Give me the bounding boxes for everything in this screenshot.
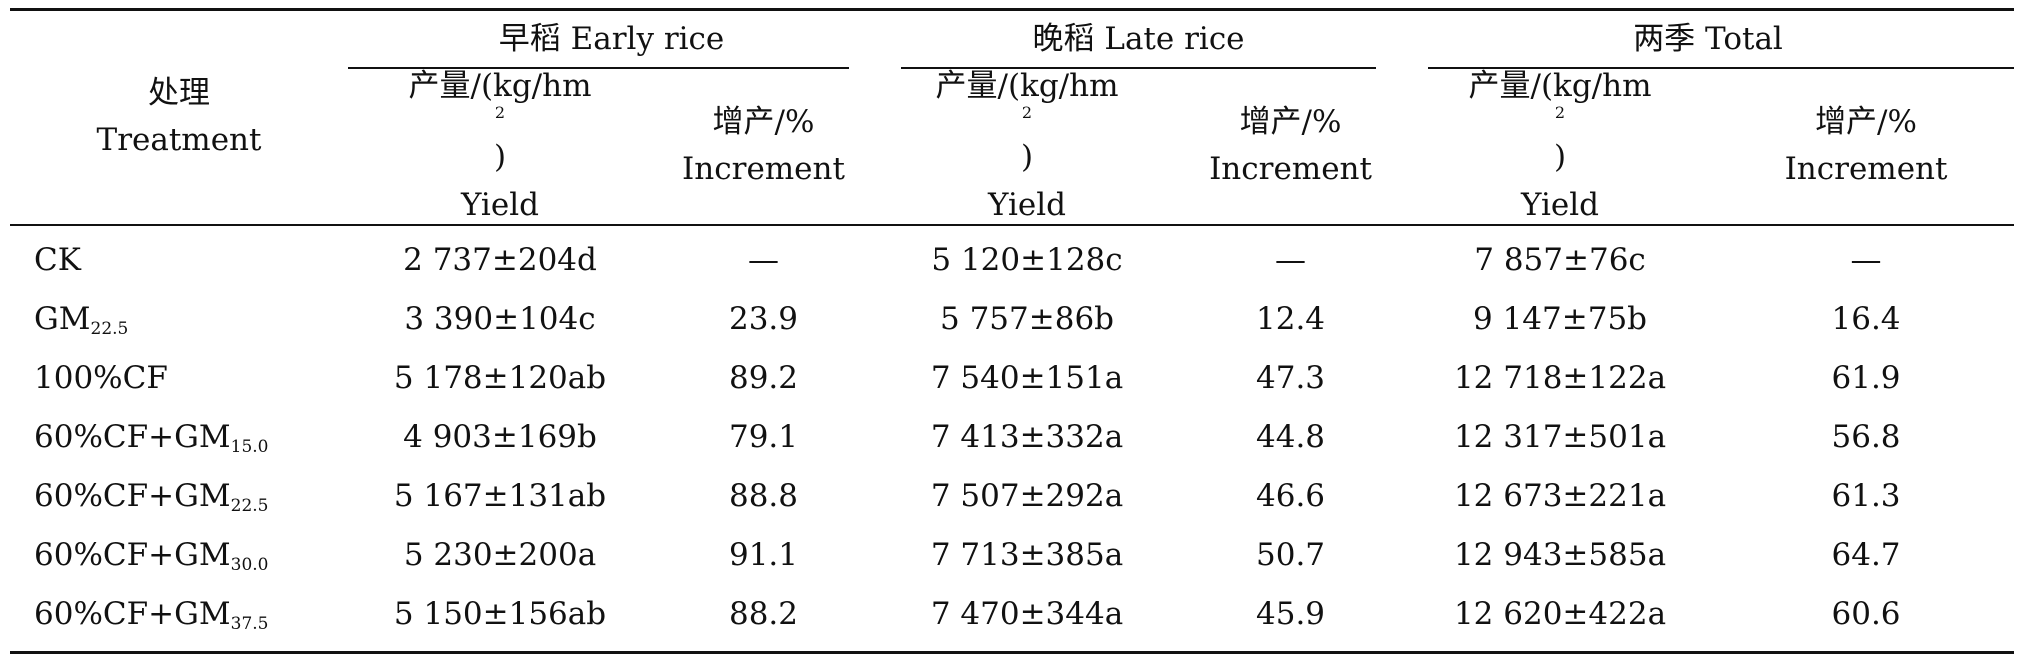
group-header-early-rice: 早稻 Early rice <box>348 10 875 70</box>
treatment-cell: 60%CF+GM30.0 <box>34 537 269 576</box>
total-yield-cell: 9 147±75b <box>1473 301 1648 338</box>
late-increment-cell: 44.8 <box>1256 419 1326 456</box>
total-yield-cell: 12 718±122a <box>1453 360 1667 397</box>
yield-table: 处理 Treatment 早稻 Early rice 晚稻 Late rice … <box>10 8 2015 654</box>
group-header-cn: 早稻 <box>498 21 561 58</box>
early-yield-cell: 5 230±200a <box>403 537 597 574</box>
yield-header-en: Yield <box>461 186 539 223</box>
increment-header-en: Increment <box>1784 151 1948 188</box>
total-increment-cell: 64.7 <box>1831 537 1901 574</box>
total-yield-cell: 12 673±221a <box>1453 478 1667 515</box>
late-yield-cell: 5 120±128c <box>931 242 1123 279</box>
treatment-cell: 60%CF+GM22.5 <box>34 478 269 517</box>
yield-header-cn: 产量/(kg/hm 2) <box>935 68 1119 176</box>
group-header-late-rice: 晚稻 Late rice <box>875 10 1402 70</box>
early-yield-cell: 5 167±131ab <box>393 478 607 515</box>
early-increment-cell: 91.1 <box>728 537 799 574</box>
late-increment-cell: 46.6 <box>1256 478 1326 515</box>
late-increment-cell: 47.3 <box>1256 360 1326 397</box>
table-row: GM22.5 3 390±104c 23.9 5 757±86b 12.4 9 … <box>10 291 2014 350</box>
treatment-cell: CK <box>34 242 81 279</box>
table-row: 100%CF 5 178±120ab 89.2 7 540±151a 47.3 … <box>10 350 2014 409</box>
early-yield-cell: 5 178±120ab <box>393 360 607 397</box>
late-increment-cell: 45.9 <box>1256 596 1326 633</box>
late-yield-cell: 7 470±344a <box>930 596 1124 633</box>
late-yield-header: 产量/(kg/hm 2) Yield <box>875 68 1180 226</box>
treatment-cell: 100%CF <box>34 360 168 397</box>
group-header-cn: 两季 <box>1633 21 1696 58</box>
early-yield-cell: 4 903±169b <box>403 419 597 456</box>
early-increment-header: 增产/% Increment <box>652 69 876 226</box>
total-yield-cell: 7 857±76c <box>1474 242 1646 279</box>
total-increment-cell: 61.3 <box>1831 478 1901 515</box>
late-increment-cell: 12.4 <box>1256 301 1326 338</box>
early-increment-cell: 88.2 <box>728 596 799 633</box>
treatment-header: 处理 Treatment <box>10 9 348 226</box>
total-increment-cell: 56.8 <box>1831 419 1901 456</box>
treatment-cell: 60%CF+GM15.0 <box>34 419 269 458</box>
table-row: 60%CF+GM37.5 5 150±156ab 88.2 7 470±344a… <box>10 586 2014 653</box>
total-yield-cell: 12 317±501a <box>1453 419 1667 456</box>
group-header-en: Total <box>1705 21 1783 58</box>
total-yield-cell: 12 620±422a <box>1453 596 1667 633</box>
late-yield-cell: 7 413±332a <box>930 419 1124 456</box>
early-increment-cell: 79.1 <box>728 419 799 456</box>
early-yield-cell: 5 150±156ab <box>393 596 607 633</box>
treatment-cell: GM22.5 <box>34 301 129 340</box>
late-increment-cell: 50.7 <box>1256 537 1326 574</box>
treatment-header-en: Treatment <box>96 122 262 159</box>
early-yield-cell: 3 390±104c <box>404 301 596 338</box>
late-increment-cell: — <box>1275 242 1307 279</box>
total-increment-cell: 16.4 <box>1831 301 1901 338</box>
treatment-cell: 60%CF+GM37.5 <box>34 596 269 635</box>
group-header-total: 两季 Total <box>1402 10 2015 70</box>
early-yield-header: 产量/(kg/hm 2) Yield <box>348 68 652 226</box>
yield-header-cn: 产量/(kg/hm 2) <box>1468 68 1652 176</box>
total-increment-header: 增产/% Increment <box>1718 69 2015 226</box>
late-yield-cell: 7 713±385a <box>930 537 1124 574</box>
total-increment-cell: 61.9 <box>1831 360 1901 397</box>
increment-header-cn: 增产/% <box>1815 103 1917 140</box>
early-yield-cell: 2 737±204d <box>403 242 597 279</box>
yield-header-cn: 产量/(kg/hm 2) <box>408 68 592 176</box>
table-row: CK 2 737±204d — 5 120±128c — 7 857±76c — <box>10 225 2014 291</box>
total-yield-header: 产量/(kg/hm 2) Yield <box>1402 68 1719 226</box>
total-increment-cell: 60.6 <box>1831 596 1901 633</box>
yield-header-en: Yield <box>1521 186 1599 223</box>
table-row: 60%CF+GM22.5 5 167±131ab 88.8 7 507±292a… <box>10 468 2014 527</box>
early-increment-cell: 88.8 <box>728 478 799 515</box>
page: 处理 Treatment 早稻 Early rice 晚稻 Late rice … <box>10 8 2015 654</box>
total-yield-cell: 12 943±585a <box>1453 537 1667 574</box>
increment-header-cn: 增产/% <box>1239 103 1342 140</box>
table-row: 60%CF+GM15.0 4 903±169b 79.1 7 413±332a … <box>10 409 2014 468</box>
group-header-cn: 晚稻 <box>1032 21 1095 58</box>
treatment-header-cn: 处理 <box>148 74 210 111</box>
header-group-row: 处理 Treatment 早稻 Early rice 晚稻 Late rice … <box>10 9 2015 226</box>
group-header-en: Early rice <box>570 21 725 58</box>
late-increment-header: 增产/% Increment <box>1179 69 1403 226</box>
late-yield-cell: 7 507±292a <box>930 478 1124 515</box>
yield-header-en: Yield <box>988 186 1066 223</box>
late-yield-cell: 5 757±86b <box>940 301 1115 338</box>
increment-header-en: Increment <box>1209 151 1372 188</box>
increment-header-en: Increment <box>682 151 845 188</box>
early-increment-cell: 23.9 <box>728 301 799 338</box>
early-increment-cell: 89.2 <box>728 360 799 397</box>
table-row: 60%CF+GM30.0 5 230±200a 91.1 7 713±385a … <box>10 527 2014 586</box>
early-increment-cell: — <box>748 242 779 279</box>
increment-header-cn: 增产/% <box>712 103 815 140</box>
group-header-en: Late rice <box>1104 21 1245 58</box>
header-sub-row: 产量/(kg/hm 2) Yield 增产/% Increment 产量/(kg/… <box>10 68 2015 226</box>
late-yield-cell: 7 540±151a <box>930 360 1124 397</box>
total-increment-cell: — <box>1850 242 1882 279</box>
